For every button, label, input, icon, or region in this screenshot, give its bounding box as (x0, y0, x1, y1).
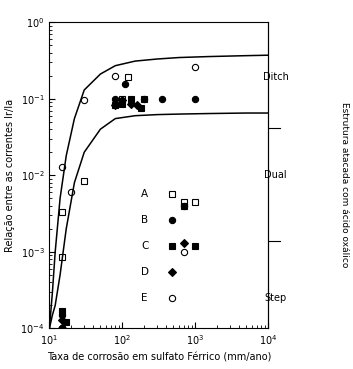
Text: A: A (141, 189, 149, 199)
Y-axis label: Relação entre as correntes Ir/Ia: Relação entre as correntes Ir/Ia (5, 99, 15, 252)
Text: C: C (141, 241, 149, 251)
Text: Estrutura atacada com ácido oxálico: Estrutura atacada com ácido oxálico (341, 102, 349, 267)
Text: Step: Step (265, 293, 287, 303)
Text: E: E (141, 293, 148, 303)
Text: Dual: Dual (264, 170, 287, 180)
Text: D: D (141, 267, 149, 277)
Text: Ditch: Ditch (263, 72, 289, 82)
X-axis label: Taxa de corrosão em sulfato Férrico (mm/ano): Taxa de corrosão em sulfato Férrico (mm/… (47, 353, 271, 363)
Text: B: B (141, 215, 149, 225)
